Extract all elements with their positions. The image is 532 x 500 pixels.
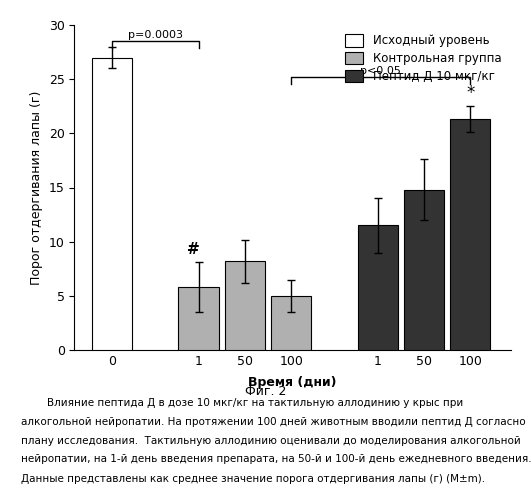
Text: p<0.05: p<0.05: [360, 66, 401, 76]
Text: p=0.0003: p=0.0003: [128, 30, 183, 40]
Text: нейропатии, на 1-й день введения препарата, на 50-й и 100-й день ежедневного вве: нейропатии, на 1-й день введения препара…: [21, 454, 532, 464]
Text: Влияние пептида Д в дозе 10 мкг/кг на тактильную аллодинию у крыс при: Влияние пептида Д в дозе 10 мкг/кг на та…: [21, 398, 463, 407]
Text: #: #: [187, 242, 200, 257]
Bar: [358, 226, 398, 350]
Text: плану исследования.  Тактильную аллодинию оценивали до моделирования алкогольной: плану исследования. Тактильную аллодинию…: [21, 436, 521, 446]
Bar: [178, 287, 219, 350]
Bar: [271, 296, 311, 350]
Bar: [92, 58, 132, 350]
Bar: [225, 261, 265, 350]
Bar: [404, 190, 444, 350]
Text: алкогольной нейропатии. На протяжении 100 дней животным вводили пептид Д согласн: алкогольной нейропатии. На протяжении 10…: [21, 416, 526, 426]
Text: *: *: [466, 84, 475, 102]
Text: Фиг. 2: Фиг. 2: [245, 385, 287, 398]
Text: Данные представлены как среднее значение порога отдергивания лапы (г) (M±m).: Данные представлены как среднее значение…: [21, 474, 485, 484]
Y-axis label: Порог отдергивания лапы (г): Порог отдергивания лапы (г): [30, 90, 43, 284]
X-axis label: Время (дни): Время (дни): [248, 376, 337, 389]
Legend: Исходный уровень, Контрольная группа, Пептид Д 10 мкг/кг: Исходный уровень, Контрольная группа, Пе…: [342, 31, 505, 86]
Bar: [450, 119, 491, 350]
